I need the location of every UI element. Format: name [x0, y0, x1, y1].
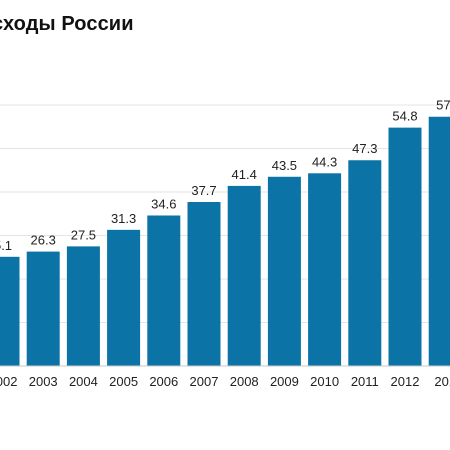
- value-label-2007: 37.7: [191, 183, 216, 198]
- bar-2003: [26, 251, 60, 366]
- value-label-2006: 34.6: [151, 196, 176, 211]
- value-label-2011: 47.3: [352, 141, 377, 156]
- value-label-2012: 54.8: [392, 109, 417, 124]
- value-label-2004: 27.5: [71, 227, 96, 242]
- x-tick-label-2003: 2003: [29, 374, 58, 389]
- bar-2004: [66, 246, 100, 366]
- value-label-2009: 43.5: [272, 158, 297, 173]
- bar-2007: [187, 202, 221, 366]
- x-tick-label-2009: 2009: [270, 374, 299, 389]
- x-tick-label-2002: 2002: [0, 374, 17, 389]
- x-tick-label-2008: 2008: [230, 374, 259, 389]
- value-label-2008: 41.4: [232, 167, 257, 182]
- x-tick-label-2004: 2004: [69, 374, 98, 389]
- bar-2005: [107, 229, 141, 366]
- bar-201: [428, 116, 450, 367]
- value-label-2010: 44.3: [312, 154, 337, 169]
- value-label-2005: 31.3: [111, 211, 136, 226]
- bar-2008: [227, 185, 261, 366]
- x-tick-label-2010: 2010: [310, 374, 339, 389]
- bar-2012: [388, 127, 422, 367]
- bar-2009: [267, 176, 301, 366]
- bar-2010: [308, 173, 342, 366]
- value-label-2003: 26.3: [31, 233, 56, 248]
- value-label-201: 57.: [436, 98, 450, 113]
- x-tick-label-2011: 2011: [351, 374, 379, 389]
- bar-2011: [348, 160, 382, 366]
- x-tick-label-2006: 2006: [149, 374, 178, 389]
- chart-title: сходы России: [0, 13, 134, 35]
- x-tick-label-201: 201: [434, 374, 450, 389]
- x-tick-label-2007: 2007: [190, 374, 219, 389]
- value-label-2002: 5.1: [0, 238, 12, 253]
- x-tick-label-2005: 2005: [109, 374, 138, 389]
- bar-2002: [0, 256, 20, 366]
- bar-2006: [147, 215, 181, 366]
- x-tick-label-2012: 2012: [391, 374, 420, 389]
